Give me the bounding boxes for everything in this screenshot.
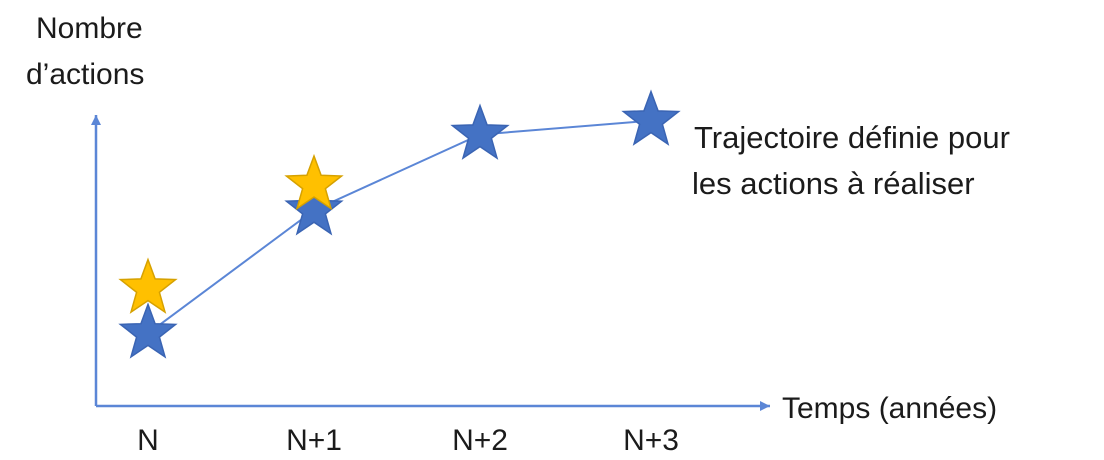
x-tick-label-0: N [137,424,159,457]
series-line-0 [147,119,652,335]
star-marker-series-0-point-3 [621,89,681,146]
x-tick-label-2: N+2 [452,424,508,457]
x-tick-label-1: N+1 [286,424,342,457]
star-marker-series-1-point-0 [118,257,178,314]
star-marker-series-0-point-1 [284,179,344,236]
star-marker-series-1-point-1 [284,153,344,211]
x-tick-label-3: N+3 [623,424,679,457]
trajectory-annotation-line-1: Trajectoire définie pour [694,120,1010,155]
star-marker-series-0-point-2 [450,103,510,160]
star-marker-series-0-point-0 [118,302,178,359]
y-axis-label-line-2: d’actions [26,58,144,91]
series-layer [118,89,681,359]
trajectory-annotation-line-2: les actions à réaliser [692,166,975,201]
x-axis-label: Temps (années) [782,392,997,425]
y-axis-label-line-1: Nombre [36,12,143,45]
